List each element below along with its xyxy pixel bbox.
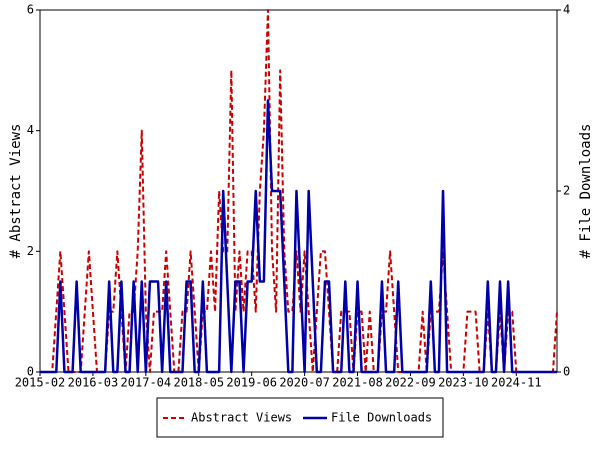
x-tick-label: 2020-07 [279, 376, 330, 390]
y-tick-label: 0 [27, 365, 34, 379]
plot-area [39, 9, 558, 373]
legend-label: Abstract Views [191, 411, 292, 425]
legend-label: File Downloads [331, 411, 432, 425]
x-tick-label: 2018-05 [173, 376, 224, 390]
y-tick-label: 2 [27, 244, 34, 258]
y2-tick-label: 0 [563, 365, 570, 379]
y2-tick-label: 4 [563, 3, 570, 17]
y-axis-label: # Abstract Views [8, 124, 24, 259]
y2-tick-label: 2 [563, 184, 570, 198]
x-tick-label: 2023-10 [438, 376, 489, 390]
series-line [40, 99, 557, 374]
x-tick-label: 2015-02 [15, 376, 66, 390]
x-tick-label: 2019-06 [226, 376, 277, 390]
x-tick-label: 2017-04 [121, 376, 172, 390]
y2-axis-label: # File Downloads [578, 124, 594, 259]
y-tick-label: 4 [27, 123, 34, 137]
y-tick-label: 6 [27, 3, 34, 17]
x-tick-label: 2024-11 [491, 376, 542, 390]
x-tick-label: 2021-08 [332, 376, 383, 390]
legend [156, 397, 444, 438]
x-tick-label: 2016-03 [68, 376, 119, 390]
x-tick-label: 2022-09 [385, 376, 436, 390]
